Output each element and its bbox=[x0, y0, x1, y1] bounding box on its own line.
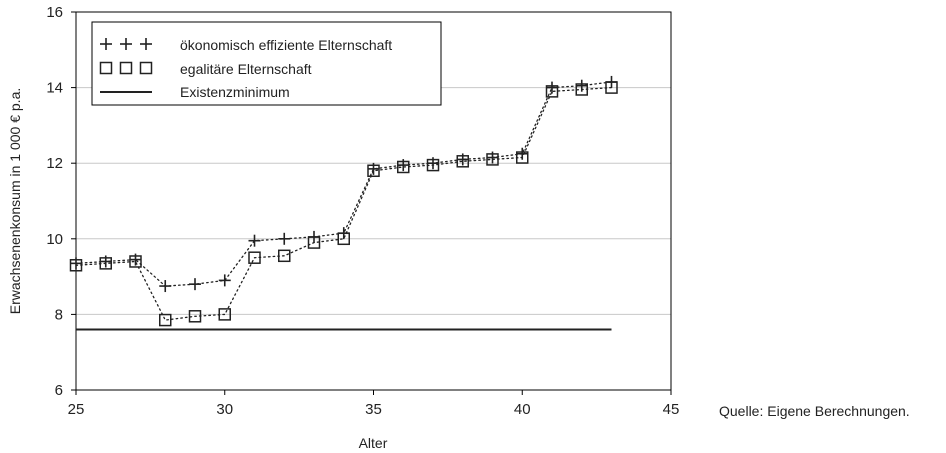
legend-symbol-plus bbox=[100, 38, 112, 50]
legend: ökonomisch effiziente Elternschaft egali… bbox=[91, 21, 442, 106]
data-point-plus bbox=[278, 232, 291, 245]
data-point-plus bbox=[516, 147, 529, 160]
legend-symbol-plus bbox=[120, 38, 132, 50]
source-note: Quelle: Eigene Berechnungen. bbox=[719, 403, 910, 419]
y-tick-label: 6 bbox=[55, 382, 63, 399]
data-point-plus bbox=[427, 157, 439, 170]
data-point-plus bbox=[129, 253, 142, 266]
data-point-plus bbox=[397, 159, 410, 172]
legend-symbols bbox=[99, 38, 153, 93]
legend-symbol-plus bbox=[140, 38, 152, 50]
series-line-0 bbox=[75, 81, 613, 287]
legend-symbol-square bbox=[119, 61, 133, 75]
x-tick-label: 35 bbox=[365, 401, 382, 418]
data-point-plus bbox=[159, 280, 172, 293]
y-tick-label: 10 bbox=[46, 231, 63, 248]
legend-label-egalitarian: egalitäre Elternschaft bbox=[180, 61, 312, 77]
legend-label-subsistence: Existenzminimum bbox=[180, 84, 290, 100]
series-line-1 bbox=[75, 86, 613, 321]
x-tick-label: 45 bbox=[663, 401, 680, 418]
y-tick-label: 14 bbox=[46, 80, 63, 97]
data-point-square bbox=[188, 310, 202, 323]
data-point-square bbox=[218, 308, 231, 321]
x-tick-label: 25 bbox=[68, 401, 85, 418]
x-tick-label: 30 bbox=[216, 401, 233, 418]
x-axis-label: Alter bbox=[359, 435, 388, 451]
y-axis-label: Erwachsenenkonsum in 1 000 € p.a. bbox=[7, 88, 23, 314]
x-tick-label: 40 bbox=[514, 401, 531, 418]
series-layer bbox=[69, 75, 618, 331]
data-point-plus bbox=[189, 278, 201, 291]
data-point-plus bbox=[546, 81, 558, 94]
data-point-square bbox=[248, 251, 261, 264]
data-point-plus bbox=[456, 153, 469, 166]
data-point-plus bbox=[99, 255, 112, 268]
data-point-square bbox=[278, 249, 291, 263]
series-1 bbox=[69, 81, 618, 327]
data-point-plus bbox=[70, 257, 82, 270]
y-tick-label: 16 bbox=[46, 4, 63, 21]
data-point-plus bbox=[575, 79, 588, 92]
data-point-plus bbox=[486, 151, 499, 164]
series-0 bbox=[70, 75, 618, 293]
y-tick-label: 8 bbox=[55, 306, 63, 323]
data-point-plus bbox=[218, 274, 231, 287]
y-tick-label: 12 bbox=[46, 155, 63, 172]
data-point-plus bbox=[605, 75, 618, 88]
legend-symbol-square bbox=[99, 61, 113, 75]
data-point-plus bbox=[248, 234, 261, 247]
data-point-plus bbox=[337, 227, 350, 240]
legend-symbol-square bbox=[139, 61, 153, 75]
data-point-plus bbox=[367, 162, 380, 175]
legend-label-efficient: ökonomisch effiziente Elternschaft bbox=[180, 37, 392, 53]
data-point-plus bbox=[308, 230, 320, 243]
data-point-square bbox=[159, 313, 172, 327]
axis-ticks: 6 8 10 12 14 16 25 30 35 40 45 bbox=[46, 4, 679, 418]
